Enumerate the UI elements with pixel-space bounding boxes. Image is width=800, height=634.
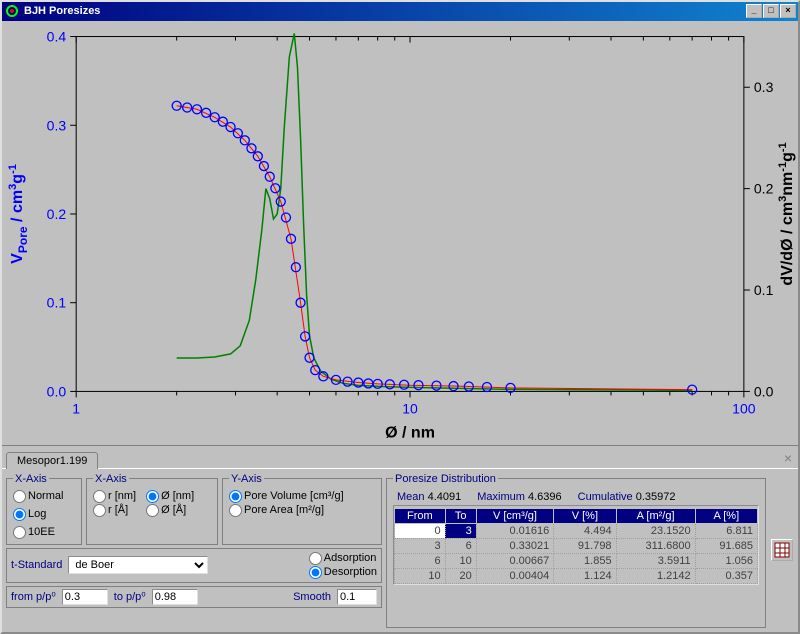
xaxis-scale-legend: X-Axis bbox=[13, 473, 49, 485]
radio-log[interactable]: Log bbox=[13, 508, 75, 521]
table-export-button[interactable] bbox=[771, 539, 793, 561]
close-button[interactable]: × bbox=[780, 4, 796, 18]
app-icon bbox=[4, 3, 20, 19]
stat-max: Maximum 4.6396 bbox=[477, 491, 561, 503]
svg-text:0.0: 0.0 bbox=[47, 383, 67, 399]
yaxis-legend: Y-Axis bbox=[229, 473, 264, 485]
radio-desorption[interactable]: Desorption bbox=[309, 566, 377, 579]
distribution-table[interactable]: FromToV [cm³/g]V [%]A [m²/g]A [%]030.016… bbox=[394, 508, 758, 584]
smooth-label: Smooth bbox=[293, 591, 331, 603]
svg-text:0.2: 0.2 bbox=[754, 180, 774, 196]
grid-icon bbox=[774, 542, 790, 558]
chart-area: 1101000.00.10.20.30.40.00.10.20.3Ø / nmV… bbox=[2, 21, 798, 446]
radio-pore-volume[interactable]: Pore Volume [cm³/g] bbox=[229, 490, 375, 503]
radio-normal[interactable]: Normal bbox=[13, 490, 75, 503]
titlebar: BJH Poresizes _ □ × bbox=[2, 2, 798, 21]
radio-10ee[interactable]: 10EE bbox=[13, 526, 75, 539]
distribution-legend: Poresize Distribution bbox=[393, 473, 498, 485]
svg-text:Ø / nm: Ø / nm bbox=[385, 423, 435, 441]
svg-text:0.4: 0.4 bbox=[47, 28, 67, 44]
table-row[interactable]: 030.016164.49423.15206.811 bbox=[395, 523, 758, 538]
svg-text:0.2: 0.2 bbox=[47, 206, 67, 222]
smooth-input[interactable] bbox=[337, 589, 377, 605]
stat-cum: Cumulative 0.35972 bbox=[578, 491, 676, 503]
table-row[interactable]: 6100.006671.8553.59111.056 bbox=[395, 553, 758, 568]
xaxis-var-legend: X-Axis bbox=[93, 473, 129, 485]
to-input[interactable] bbox=[152, 589, 198, 605]
radio-r-A[interactable]: r [Å] bbox=[93, 504, 136, 517]
svg-text:0.1: 0.1 bbox=[754, 282, 774, 298]
to-label: to p/p⁰ bbox=[114, 590, 146, 603]
chart-svg: 1101000.00.10.20.30.40.00.10.20.3Ø / nmV… bbox=[2, 21, 798, 445]
yaxis-group: Y-Axis Pore Volume [cm³/g] Pore Area [m²… bbox=[222, 473, 382, 545]
stat-mean: Mean 4.4091 bbox=[397, 491, 461, 503]
svg-text:10: 10 bbox=[402, 400, 418, 416]
xaxis-scale-group: X-Axis Normal Log 10EE bbox=[6, 473, 82, 545]
table-row[interactable]: 10200.004041.1241.21420.357 bbox=[395, 568, 758, 583]
tstandard-select[interactable]: de Boer bbox=[68, 556, 208, 574]
radio-pore-area[interactable]: Pore Area [m²/g] bbox=[229, 504, 375, 517]
svg-text:0.0: 0.0 bbox=[754, 383, 774, 399]
tab-row: Mesopor1.199 × bbox=[2, 446, 798, 468]
tab-dataset[interactable]: Mesopor1.199 bbox=[6, 452, 98, 469]
window-title: BJH Poresizes bbox=[24, 5, 746, 17]
svg-text:1: 1 bbox=[72, 400, 80, 416]
tab-close-icon[interactable]: × bbox=[784, 450, 792, 466]
svg-text:0.1: 0.1 bbox=[47, 295, 67, 311]
radio-adsorption[interactable]: Adsorption bbox=[309, 552, 377, 565]
from-label: from p/p⁰ bbox=[11, 590, 56, 603]
maximize-button[interactable]: □ bbox=[763, 4, 779, 18]
tstandard-label: t-Standard bbox=[11, 559, 62, 571]
svg-text:100: 100 bbox=[732, 400, 756, 416]
radio-d-nm[interactable]: Ø [nm] bbox=[146, 490, 194, 503]
svg-text:0.3: 0.3 bbox=[47, 117, 67, 133]
radio-r-nm[interactable]: r [nm] bbox=[93, 490, 136, 503]
svg-text:dV/dØ / cm3nm-1g-1: dV/dØ / cm3nm-1g-1 bbox=[777, 142, 796, 285]
svg-text:0.3: 0.3 bbox=[754, 79, 774, 95]
svg-text:VPore / cm3g-1: VPore / cm3g-1 bbox=[7, 164, 30, 264]
radio-d-A[interactable]: Ø [Å] bbox=[146, 504, 194, 517]
xaxis-var-group: X-Axis r [nm] r [Å] Ø [nm] Ø [Å] bbox=[86, 473, 218, 545]
table-row[interactable]: 360.3302191.798311.680091.685 bbox=[395, 538, 758, 553]
minimize-button[interactable]: _ bbox=[746, 4, 762, 18]
distribution-group: Poresize Distribution Mean 4.4091 Maximu… bbox=[386, 473, 766, 628]
from-input[interactable] bbox=[62, 589, 108, 605]
